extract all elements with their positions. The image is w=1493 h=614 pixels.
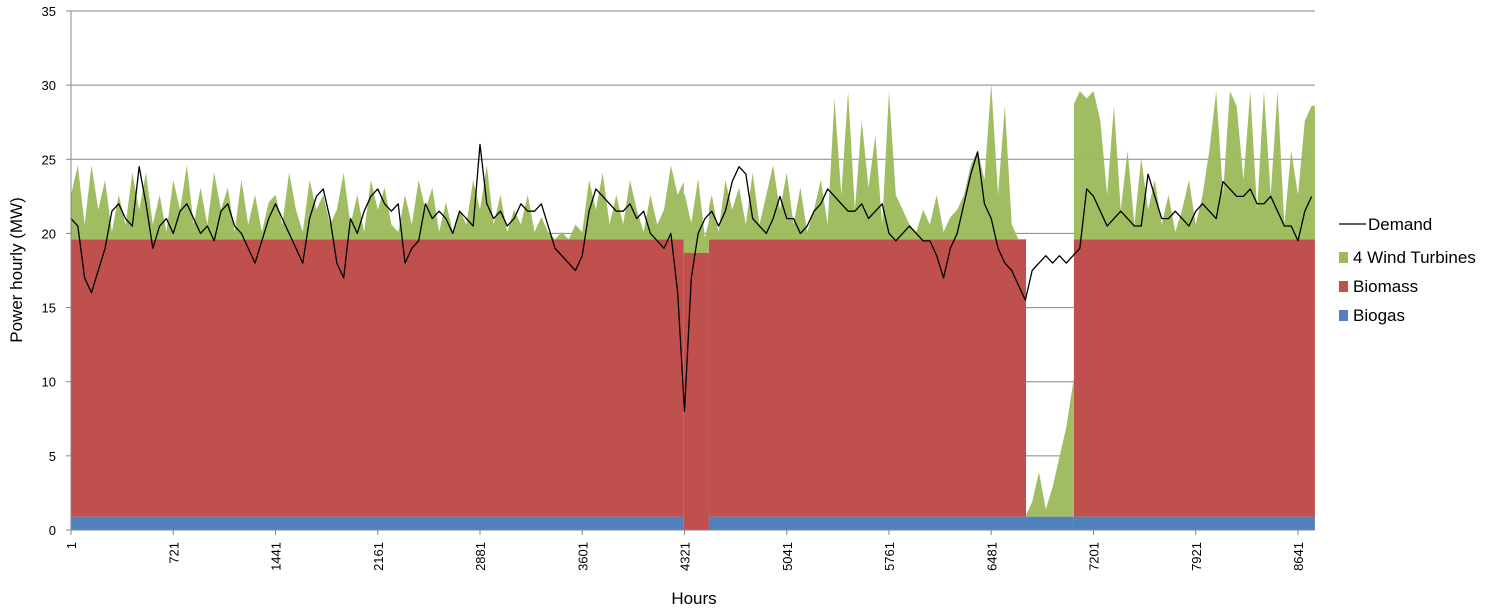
wind-area [71, 83, 1315, 517]
legend-biomass-label: Biomass [1353, 277, 1418, 296]
x-tick-label: 7921 [1189, 542, 1204, 571]
legend-item-wind: 4 Wind Turbines [1339, 248, 1476, 267]
legend-biogas-label: Biogas [1353, 306, 1405, 325]
biogas-segment [71, 516, 684, 530]
x-tick-label: 8641 [1291, 542, 1306, 571]
y-tick-label: 15 [42, 301, 56, 316]
y-tick-label: 20 [42, 226, 56, 241]
legend-wind-swatch [1339, 252, 1348, 263]
legend-demand-label: Demand [1368, 215, 1432, 234]
wind-area-shape [71, 83, 1315, 517]
x-tick-label: 3601 [575, 542, 590, 571]
y-tick-label: 10 [42, 375, 56, 390]
biomass-segment [708, 239, 1027, 517]
legend-item-demand: Demand [1339, 215, 1432, 234]
y-tick-label: 0 [49, 523, 56, 538]
legend-item-biogas: Biogas [1339, 306, 1405, 325]
x-tick-label: 5041 [780, 542, 795, 571]
axes [70, 11, 1315, 535]
x-tick-label: 4321 [678, 542, 693, 571]
y-tick-label: 35 [42, 4, 56, 19]
x-tick-label: 5761 [882, 542, 897, 571]
x-tick-label: 7201 [1087, 542, 1102, 571]
y-tick-label: 25 [42, 152, 56, 167]
legend-biomass-swatch [1339, 281, 1348, 292]
y-tick-label: 30 [42, 78, 56, 93]
biogas-segment [1026, 516, 1074, 530]
x-tick-label: 1 [64, 542, 79, 549]
x-tick-label: 2881 [473, 542, 488, 571]
biogas-segment [708, 516, 1027, 530]
demand-line [70, 143, 1313, 413]
biomass-segment [683, 252, 709, 530]
x-tick-label: 1441 [269, 542, 284, 571]
legend-item-biomass: Biomass [1339, 277, 1418, 296]
y-axis-title: Power hourly (MW) [7, 197, 26, 342]
legend: Demand 4 Wind Turbines Biomass Biogas [1339, 215, 1476, 325]
biogas-area [71, 516, 1315, 530]
demand-line-group [70, 143, 1313, 413]
y-tick-label: 5 [49, 449, 56, 464]
y-tick-labels: 0 5 10 15 20 25 30 35 [42, 4, 56, 538]
x-tick-label: 6481 [984, 542, 999, 571]
biomass-segment [1073, 239, 1315, 517]
x-axis-title: Hours [671, 589, 716, 608]
legend-biogas-swatch [1339, 310, 1348, 321]
biomass-segment [71, 239, 684, 517]
x-tick-labels: 1 721 1441 2161 2881 3601 4321 5041 5761 6481 7201… [64, 542, 1306, 571]
legend-wind-label: 4 Wind Turbines [1353, 248, 1476, 267]
biogas-segment [1073, 516, 1315, 530]
x-tick-label: 721 [166, 542, 181, 564]
biomass-area [71, 239, 1315, 530]
x-tick-label: 2161 [371, 542, 386, 571]
